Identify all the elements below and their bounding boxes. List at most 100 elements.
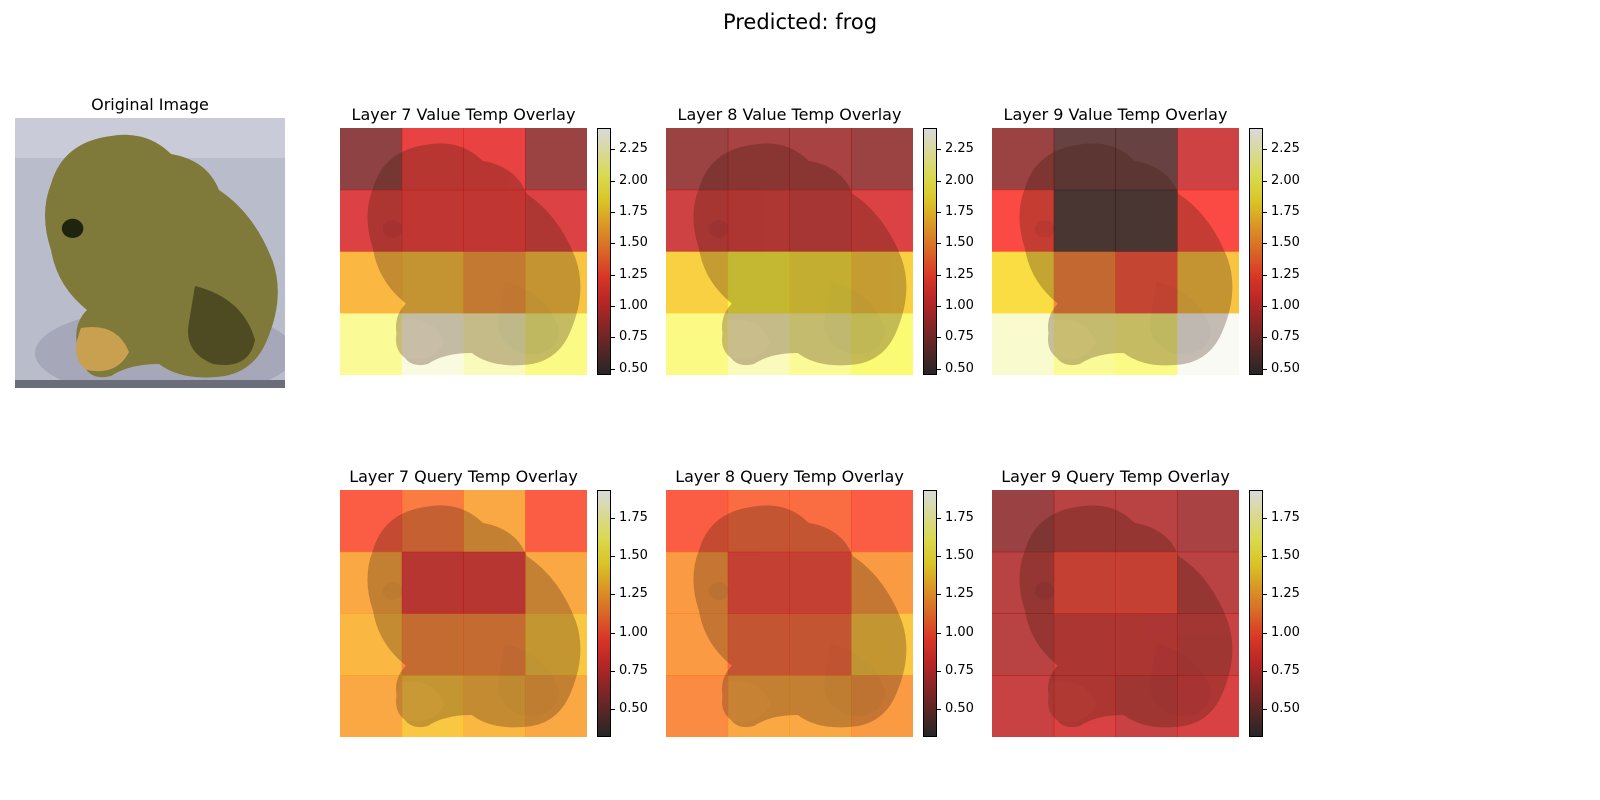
heatmap-cell [525, 313, 587, 375]
colorbar-tick-label: 1.00 [619, 298, 648, 314]
colorbar-tick-label: 1.75 [1271, 204, 1300, 219]
colorbar-tick-mark [1263, 671, 1267, 673]
colorbar-tick-label: 1.25 [945, 266, 974, 282]
heatmap-cell [401, 490, 464, 553]
heatmap-cell [463, 251, 526, 314]
colorbar [923, 490, 937, 737]
colorbar-tick-label: 1.50 [945, 235, 974, 251]
colorbar-tick-label: 1.00 [619, 624, 648, 640]
colorbar-ticks: 0.50 0.75 1.00 1.25 1.50 1.75 2.00 2.25 [1263, 128, 1323, 376]
heatmap-cell [666, 490, 729, 553]
heatmap-cell [1053, 551, 1116, 614]
heatmap-cell [666, 313, 729, 375]
heatmap-panel [666, 128, 913, 375]
heatmap-cell [401, 128, 464, 191]
heatmap-cell [1115, 675, 1178, 737]
heatmap-cell [463, 490, 526, 553]
heatmap-cell [992, 613, 1055, 676]
colorbar-tick-label: 0.50 [619, 360, 648, 376]
heatmap-cell [727, 189, 790, 252]
heatmap-cell [401, 675, 464, 737]
colorbar-tick-label: 0.75 [1271, 329, 1300, 345]
colorbar [597, 128, 611, 375]
heatmap-cell [851, 490, 913, 553]
colorbar-tick-mark [611, 594, 615, 596]
heatmap-cell [666, 251, 729, 314]
colorbar-tick-label: 1.50 [619, 235, 648, 251]
colorbar-tick-label: 2.00 [619, 172, 648, 188]
colorbar-tick-mark [1263, 555, 1267, 557]
heatmap-cell [789, 313, 852, 375]
colorbar-tick-mark [937, 243, 941, 245]
colorbar-tick-label: 0.75 [619, 329, 648, 345]
heatmap-cell [851, 551, 913, 614]
heatmap-cell [1177, 313, 1239, 375]
panel-title: Layer 8 Value Temp Overlay [677, 105, 902, 124]
colorbar-tick-mark [1263, 709, 1267, 711]
colorbar-tick-mark [937, 671, 941, 673]
heatmap-cell [463, 189, 526, 252]
heatmap-cell [1177, 551, 1239, 614]
heatmap-cell [666, 551, 729, 614]
heatmap-cell [340, 313, 403, 375]
heatmap-cell [789, 189, 852, 252]
colorbar-tick-mark [1263, 337, 1267, 339]
figure-suptitle: Predicted: frog [722, 10, 878, 34]
heatmap-cell [789, 128, 852, 191]
colorbar-tick-label: 0.50 [1271, 701, 1300, 717]
colorbar-tick-mark [937, 368, 941, 370]
heatmap-cell [789, 613, 852, 676]
heatmap-cell [666, 613, 729, 676]
colorbar-tick-mark [611, 149, 615, 151]
colorbar-tick-label: 0.75 [945, 663, 974, 679]
heatmap-cell [401, 313, 464, 375]
colorbar-tick-mark [937, 212, 941, 213]
panel-title: Layer 8 Query Temp Overlay [675, 467, 904, 486]
heatmap-cell [340, 551, 403, 614]
heatmap-cell [1053, 675, 1116, 737]
heatmap-panel [340, 490, 587, 737]
heatmap-canvas [666, 128, 913, 375]
heatmap-cell [525, 189, 587, 252]
heatmap-cell [666, 675, 729, 737]
heatmap-canvas [666, 490, 913, 737]
heatmap-cell [727, 551, 790, 614]
colorbar-tick-mark [937, 517, 941, 519]
heatmap-cell [1115, 490, 1178, 553]
heatmap-cell [1053, 189, 1116, 252]
colorbar-ticks: 0.50 0.75 1.00 1.25 1.50 1.75 [937, 490, 997, 737]
colorbar-tick-label: 1.25 [1271, 586, 1300, 602]
colorbar-tick-mark [937, 274, 941, 276]
panel-title: Layer 7 Value Temp Overlay [351, 105, 576, 124]
heatmap-panel [666, 490, 913, 737]
colorbar-tick-label: 0.75 [619, 663, 648, 679]
colorbar [923, 128, 937, 375]
colorbar-tick-mark [611, 306, 615, 308]
original-image-canvas [15, 118, 285, 388]
colorbar-tick-mark [611, 243, 615, 245]
colorbar-tick-mark [1263, 149, 1267, 151]
colorbar-tick-label: 0.50 [945, 360, 974, 376]
heatmap-cell [401, 189, 464, 252]
colorbar-tick-mark [611, 632, 615, 634]
colorbar-tick-mark [937, 555, 941, 557]
colorbar-tick-mark [937, 180, 941, 182]
heatmap-cell [1053, 313, 1116, 375]
colorbar-tick-mark [937, 632, 941, 634]
colorbar-ticks: 0.50 0.75 1.00 1.25 1.50 1.75 2.00 2.25 [611, 128, 671, 376]
colorbar-tick-label: 1.50 [1271, 235, 1300, 251]
heatmap-cell [1177, 251, 1239, 314]
heatmap-cell [1115, 189, 1178, 252]
colorbar-tick-mark [611, 517, 615, 519]
heatmap-cell [851, 313, 913, 375]
heatmap-cell [525, 490, 587, 553]
heatmap-cell [1177, 675, 1239, 737]
colorbar-tick-label: 1.75 [619, 204, 648, 219]
heatmap-cell [463, 613, 526, 676]
heatmap-cell [992, 128, 1055, 191]
colorbar-tick-mark [1263, 274, 1267, 276]
colorbar-tick-mark [937, 709, 941, 711]
heatmap-cell [401, 251, 464, 314]
heatmap-canvas [340, 490, 587, 737]
